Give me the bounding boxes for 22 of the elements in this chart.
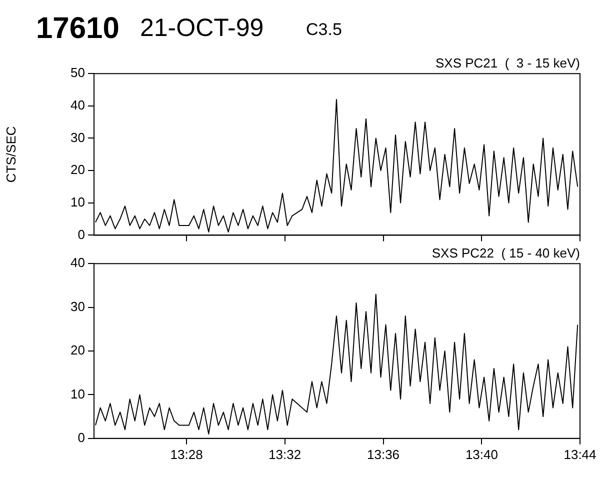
text: 21-OCT-99 [140,14,264,43]
y-tick-label: 50 [70,65,85,80]
x-tick-label: 13:32 [268,446,302,462]
y-tick-label: 40 [70,98,85,112]
y-tick-label: 20 [70,342,85,358]
y-axis-title: CTS/SEC [3,126,18,183]
chart-title: SXS PC21 ( 3 - 15 keV) [435,55,580,70]
text: C3.5 [306,20,342,40]
y-tick-label: 0 [78,430,85,445]
y-tick-label: 30 [70,298,85,314]
y-tick-label: 0 [78,226,85,242]
y-tick-label: 30 [70,130,85,145]
text: 17610 [36,12,120,46]
chart-title: SXS PC22 ( 15 - 40 keV) [432,245,580,260]
y-tick-label: 10 [70,194,85,210]
y-tick-label: 20 [70,162,85,178]
x-tick-label: 13:44 [564,446,596,462]
y-tick-label: 40 [70,255,85,270]
y-tick-label: 10 [70,386,85,402]
x-tick-label: 13:36 [366,446,400,462]
x-tick-label: 13:28 [170,446,203,462]
x-tick-label: 13:40 [465,446,498,462]
